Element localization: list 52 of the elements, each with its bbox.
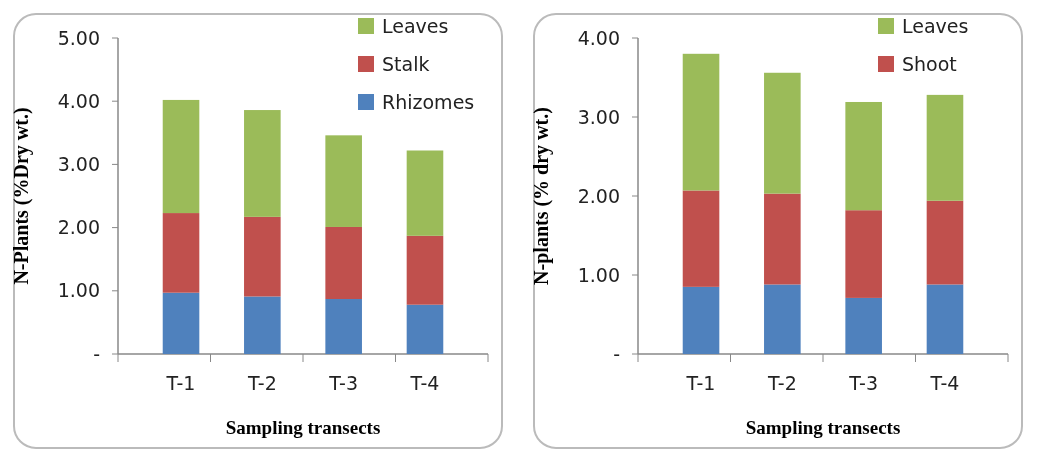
x-tick-label: T-4 bbox=[409, 372, 440, 394]
y-tick-label: 3.00 bbox=[57, 153, 100, 176]
bar bbox=[162, 213, 200, 293]
bar bbox=[244, 216, 281, 297]
legend-label: Rhizomes bbox=[382, 90, 475, 113]
y-tick-label: 5.00 bbox=[57, 26, 100, 49]
bar bbox=[764, 72, 801, 194]
bar bbox=[244, 296, 281, 354]
bar bbox=[682, 190, 720, 287]
bar bbox=[244, 110, 281, 217]
y-tick-label: - bbox=[93, 342, 100, 365]
y-tick-label: 2.00 bbox=[57, 216, 100, 239]
x-tick-label: T-3 bbox=[848, 372, 879, 394]
bar bbox=[926, 200, 964, 285]
legend-label: Leaves bbox=[902, 14, 969, 37]
legend-label: Shoot bbox=[902, 52, 957, 75]
bar bbox=[406, 304, 444, 354]
y-axis-title: N-Plants (%Dry wt.) bbox=[10, 107, 33, 285]
legend-label: Stalk bbox=[382, 52, 430, 75]
bar bbox=[764, 284, 801, 354]
x-tick-label: T-1 bbox=[685, 372, 716, 394]
bar bbox=[926, 284, 964, 354]
y-tick-label: - bbox=[613, 342, 620, 365]
y-tick-label: 4.00 bbox=[577, 26, 620, 49]
bar bbox=[764, 193, 801, 285]
bar bbox=[325, 299, 362, 354]
y-tick-label: 4.00 bbox=[57, 89, 100, 112]
y-axis-title: N-plants (% dry wt.) bbox=[530, 107, 553, 285]
bar bbox=[325, 226, 362, 300]
y-tick-label: 3.00 bbox=[577, 105, 620, 128]
y-tick-label: 1.00 bbox=[57, 279, 100, 302]
x-tick-label: T-1 bbox=[165, 372, 196, 394]
bar bbox=[845, 297, 882, 354]
legend-label: Leaves bbox=[382, 14, 449, 37]
x-axis-title: Sampling transects bbox=[745, 417, 901, 438]
bar bbox=[162, 99, 200, 214]
x-axis-title: Sampling transects bbox=[225, 417, 381, 438]
bar bbox=[845, 101, 882, 211]
x-tick-label: T-2 bbox=[246, 372, 277, 394]
bar bbox=[406, 150, 444, 236]
x-tick-label: T-3 bbox=[328, 372, 359, 394]
bar bbox=[845, 210, 882, 298]
y-tick-label: 1.00 bbox=[577, 263, 620, 286]
bar bbox=[406, 235, 444, 305]
bar bbox=[325, 135, 362, 227]
bar bbox=[926, 94, 964, 201]
x-tick-label: T-4 bbox=[929, 372, 960, 394]
bar bbox=[682, 286, 720, 354]
bar bbox=[682, 53, 720, 191]
x-tick-label: T-2 bbox=[766, 372, 797, 394]
y-tick-label: 2.00 bbox=[577, 184, 620, 207]
bar bbox=[162, 292, 200, 354]
